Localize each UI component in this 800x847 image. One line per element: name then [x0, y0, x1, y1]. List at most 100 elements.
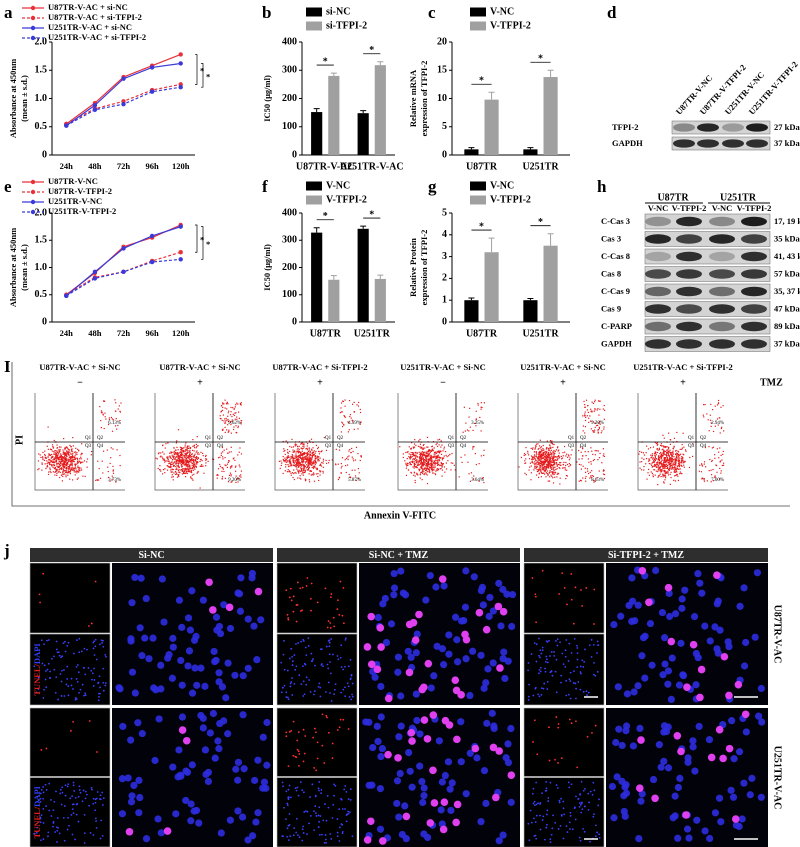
event-dot — [175, 452, 176, 453]
apoptotic-nucleus — [483, 626, 491, 634]
event-dot — [652, 458, 653, 459]
event-dot — [55, 452, 56, 453]
quadrant-name: Q2 — [217, 436, 224, 441]
event-dot — [584, 407, 585, 408]
group-label: U251TR — [720, 192, 757, 203]
blue-dot — [589, 644, 591, 646]
event-dot — [101, 410, 102, 411]
event-dot — [191, 463, 192, 464]
event-dot — [678, 459, 679, 460]
event-dot — [593, 431, 594, 432]
event-dot — [48, 456, 49, 457]
event-dot — [536, 469, 537, 470]
nucleus — [692, 681, 699, 688]
event-dot — [296, 455, 297, 456]
event-dot — [536, 464, 537, 465]
lane-label: V-NC — [712, 203, 733, 213]
blue-dot — [94, 679, 96, 681]
red-dot — [317, 601, 319, 603]
nucleus — [186, 647, 193, 654]
event-dot — [283, 451, 284, 452]
red-dot — [42, 573, 44, 575]
event-dot — [157, 458, 158, 459]
event-dot — [677, 476, 678, 477]
error-bar — [468, 148, 474, 150]
blue-dot — [66, 684, 68, 686]
blue-dot — [56, 830, 58, 832]
event-dot — [411, 457, 412, 458]
blue-dot — [101, 792, 103, 794]
q4-percent: 9.20% — [228, 478, 241, 483]
x-tick-label: 96h — [145, 161, 159, 171]
event-dot — [539, 467, 540, 468]
quadrant-name: Q4 — [97, 444, 104, 449]
blue-dot — [540, 694, 542, 696]
blue-dot — [565, 680, 567, 682]
event-dot — [481, 430, 482, 431]
y-axis-label: Relative Protein — [408, 238, 418, 297]
event-dot — [436, 443, 437, 444]
event-dot — [470, 427, 471, 428]
event-dot — [472, 446, 473, 447]
nucleus — [454, 658, 461, 665]
event-dot — [200, 452, 201, 453]
event-dot — [187, 466, 188, 467]
event-dot — [56, 473, 57, 474]
event-dot — [555, 469, 556, 470]
blue-dot — [62, 792, 64, 794]
red-dot — [333, 617, 335, 619]
event-dot — [587, 409, 588, 410]
event-dot — [116, 449, 117, 450]
event-dot — [663, 453, 664, 454]
event-dot — [47, 446, 48, 447]
event-dot — [672, 451, 673, 452]
blot-band — [746, 139, 768, 147]
event-dot — [348, 459, 349, 460]
event-dot — [531, 465, 532, 466]
event-dot — [435, 444, 436, 445]
blue-dot — [534, 642, 536, 644]
event-dot — [659, 448, 660, 449]
event-dot — [450, 469, 451, 470]
event-dot — [355, 475, 356, 476]
event-dot — [75, 451, 76, 452]
nucleus — [261, 779, 268, 786]
legend-label: V-TFPI-2 — [490, 194, 531, 205]
event-dot — [681, 473, 682, 474]
event-dot — [567, 464, 568, 465]
blue-dot — [318, 682, 320, 684]
nucleus — [212, 755, 219, 762]
event-dot — [430, 467, 431, 468]
blue-dot — [88, 667, 90, 669]
blue-dot — [61, 695, 63, 697]
event-dot — [670, 484, 671, 485]
event-dot — [229, 451, 230, 452]
event-dot — [67, 448, 68, 449]
event-dot — [535, 468, 536, 469]
event-dot — [399, 446, 400, 447]
event-dot — [675, 454, 676, 455]
event-dot — [64, 456, 65, 457]
event-dot — [222, 451, 223, 452]
event-dot — [235, 419, 236, 420]
inset-red — [30, 708, 110, 777]
event-dot — [59, 461, 60, 462]
event-dot — [69, 479, 70, 480]
event-dot — [441, 444, 442, 445]
nucleus — [149, 635, 156, 642]
blue-dot — [327, 668, 329, 670]
blue-dot — [528, 696, 530, 698]
event-dot — [63, 463, 64, 464]
blue-dot — [347, 682, 349, 684]
nucleus — [397, 568, 404, 575]
blue-dot — [305, 654, 307, 656]
event-dot — [421, 452, 422, 453]
event-dot — [110, 463, 111, 464]
event-dot — [664, 464, 665, 465]
event-dot — [313, 454, 314, 455]
event-dot — [120, 465, 121, 466]
event-dot — [415, 445, 416, 446]
event-dot — [712, 469, 713, 470]
blue-dot — [311, 660, 313, 662]
red-dot — [343, 587, 345, 589]
